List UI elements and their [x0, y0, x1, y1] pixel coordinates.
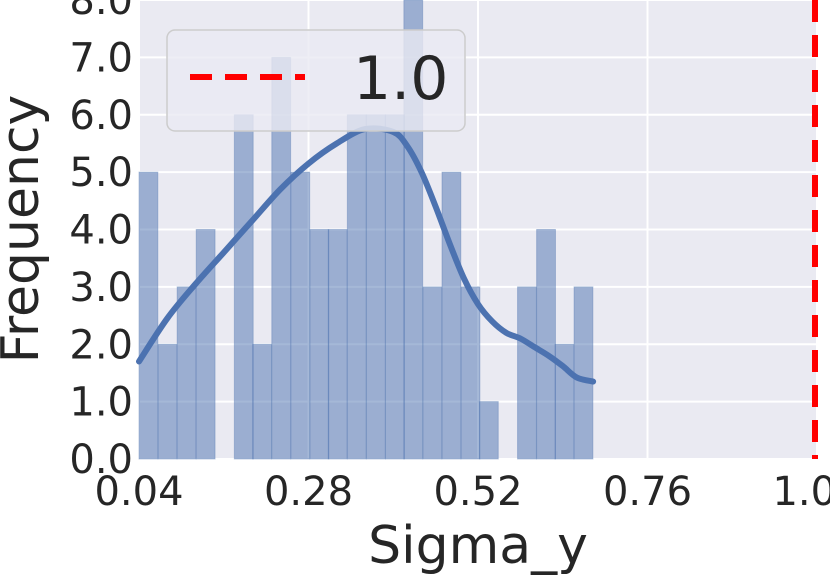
- histogram-bar: [195, 229, 216, 460]
- x-axis-label: Sigma_y: [368, 516, 588, 576]
- histogram-bar: [422, 286, 443, 460]
- y-tick-labels: 0.0 1.0 2.0 3.0 4.0 5.0 6.0 7.0 8.0: [69, 0, 133, 483]
- y-tick-label: 0.0: [69, 437, 133, 483]
- histogram-bar: [460, 286, 481, 460]
- y-tick-label: 1.0: [69, 380, 133, 426]
- x-tick-label: 1.00: [772, 469, 830, 515]
- histogram-bar: [157, 343, 178, 460]
- legend-box: [166, 29, 466, 132]
- histogram-bar: [478, 401, 499, 460]
- kde-curve: [136, 125, 597, 385]
- y-tick-label: 2.0: [69, 322, 133, 368]
- y-tick-label: 8.0: [69, 0, 133, 24]
- histogram-bar: [346, 114, 367, 460]
- x-tick-label: 0.04: [94, 469, 183, 515]
- y-axis-label: Frequency: [0, 95, 51, 364]
- y-tick-label: 7.0: [69, 35, 133, 81]
- histogram-bar: [233, 114, 254, 460]
- x-tick-labels: 0.04 0.28 0.52 0.76 1.00: [94, 469, 830, 515]
- histogram-bar: [517, 286, 537, 460]
- histogram-bars: [138, 0, 594, 460]
- legend-label: 1.0: [353, 44, 448, 114]
- histogram-bar: [441, 171, 462, 460]
- histogram-bar: [309, 229, 330, 460]
- y-tick-label: 4.0: [69, 208, 133, 254]
- x-tick-label: 0.28: [264, 469, 353, 515]
- histogram-bar: [252, 343, 273, 460]
- y-tick-label: 5.0: [69, 150, 133, 196]
- histogram-bar: [536, 229, 556, 460]
- y-tick-label: 3.0: [69, 265, 133, 311]
- histogram-bar: [384, 114, 405, 460]
- histogram-bar: [290, 171, 311, 460]
- histogram-bar: [138, 171, 159, 460]
- histogram-bar: [365, 114, 386, 460]
- histogram-bar: [327, 229, 348, 460]
- histogram-bar: [573, 286, 594, 460]
- y-tick-label: 6.0: [69, 93, 133, 139]
- legend: 1.0: [166, 29, 466, 132]
- histogram-bar: [176, 286, 197, 460]
- x-tick-label: 0.52: [433, 469, 522, 515]
- x-tick-label: 0.76: [603, 469, 692, 515]
